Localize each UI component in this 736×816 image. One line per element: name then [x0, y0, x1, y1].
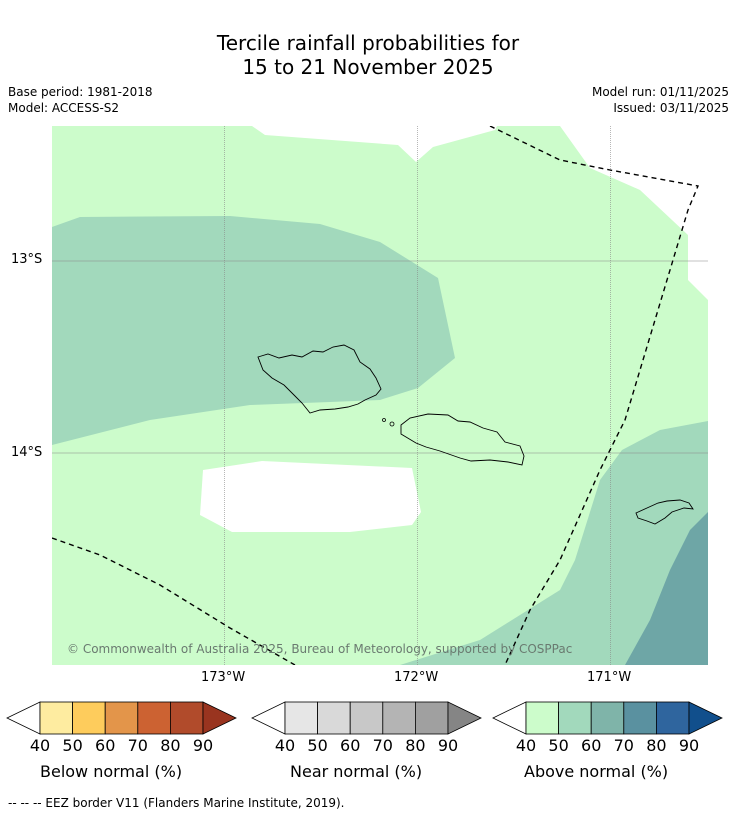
lon-label-171w: 171°W [587, 670, 632, 685]
above-colorbar-tick: 70 [613, 736, 634, 755]
above-colorbar-tick: 90 [678, 736, 700, 755]
issued-date: Issued: 03/11/2025 [613, 101, 729, 115]
near-colorbar-tick: 50 [307, 736, 328, 755]
below-colorbar-tick: 80 [160, 736, 181, 755]
upolu-island [400, 413, 525, 466]
near-colorbar-tick: 90 [437, 736, 459, 755]
near-colorbar-segment [349, 701, 384, 735]
above-60-70-region [625, 512, 708, 665]
no-signal-region-top [252, 126, 497, 162]
below-colorbar-tick: 70 [127, 736, 148, 755]
savaii-island [257, 344, 382, 414]
above-colorbar-segment [590, 701, 625, 735]
below-normal-label: Below normal (%) [40, 762, 183, 781]
below-colorbar-extend-low [6, 701, 41, 735]
above-50-60-region-southeast [400, 421, 708, 665]
title-line-2: 15 to 21 November 2025 [242, 55, 494, 79]
base-period: Base period: 1981-2018 [8, 85, 153, 99]
manono-island [389, 421, 395, 427]
above-colorbar-segment [623, 701, 657, 735]
eez-border [52, 126, 699, 665]
copyright-notice: © Commonwealth of Australia 2025, Bureau… [67, 642, 573, 656]
above-colorbar-tick: 80 [646, 736, 667, 755]
above-colorbar-tick: 50 [548, 736, 569, 755]
near-colorbar-segment [317, 701, 351, 735]
title-line-1: Tercile rainfall probabilities for [216, 31, 520, 55]
eez-legend-note: -- -- -- EEZ border V11 (Flanders Marine… [8, 796, 345, 810]
below-colorbar-tick: 60 [95, 736, 116, 755]
lat-label-13s: 13°S [11, 252, 43, 267]
below-colorbar-segment [104, 701, 139, 735]
near-colorbar-segment [284, 701, 318, 735]
below-colorbar-extend-high [202, 701, 237, 735]
no-signal-region-blob [200, 461, 421, 532]
above-colorbar-segment [558, 701, 592, 735]
lon-label-172w: 172°W [394, 670, 439, 685]
near-colorbar-tick: 60 [340, 736, 361, 755]
above-colorbar-extend-low [492, 701, 527, 735]
above-colorbar-segment [656, 701, 690, 735]
tutuila-island [635, 499, 694, 525]
lon-label-173w: 173°W [201, 670, 246, 685]
below-colorbar-segment [39, 701, 73, 735]
below-colorbar-tick: 90 [192, 736, 214, 755]
above-50-60-region-north [52, 216, 455, 445]
near-colorbar-extend-low [251, 701, 286, 735]
below-colorbar-segment [169, 701, 204, 735]
near-colorbar-tick: 70 [372, 736, 393, 755]
below-colorbar-segment [72, 701, 106, 735]
colorbars [6, 701, 723, 735]
above-colorbar-segment [525, 701, 559, 735]
gridlines [52, 126, 708, 665]
apolima-island [382, 418, 386, 422]
near-normal-label: Near normal (%) [290, 762, 423, 781]
model-run: Model run: 01/11/2025 [591, 85, 729, 99]
above-normal-label: Above normal (%) [524, 762, 669, 781]
model-name: Model: ACCESS-S2 [8, 101, 120, 115]
near-colorbar-tick: 80 [405, 736, 426, 755]
lat-label-14s: 14°S [11, 445, 43, 460]
near-colorbar-segment [414, 701, 449, 735]
above-colorbar-tick: 40 [515, 736, 537, 755]
near-colorbar-tick: 40 [274, 736, 296, 755]
near-colorbar-extend-high [447, 701, 482, 735]
below-colorbar-tick: 40 [29, 736, 51, 755]
below-colorbar-tick: 50 [62, 736, 83, 755]
above-colorbar-tick: 60 [581, 736, 602, 755]
below-colorbar-segment [137, 701, 171, 735]
above-colorbar-extend-high [688, 701, 723, 735]
no-signal-region-right [560, 126, 708, 300]
near-colorbar-segment [382, 701, 416, 735]
